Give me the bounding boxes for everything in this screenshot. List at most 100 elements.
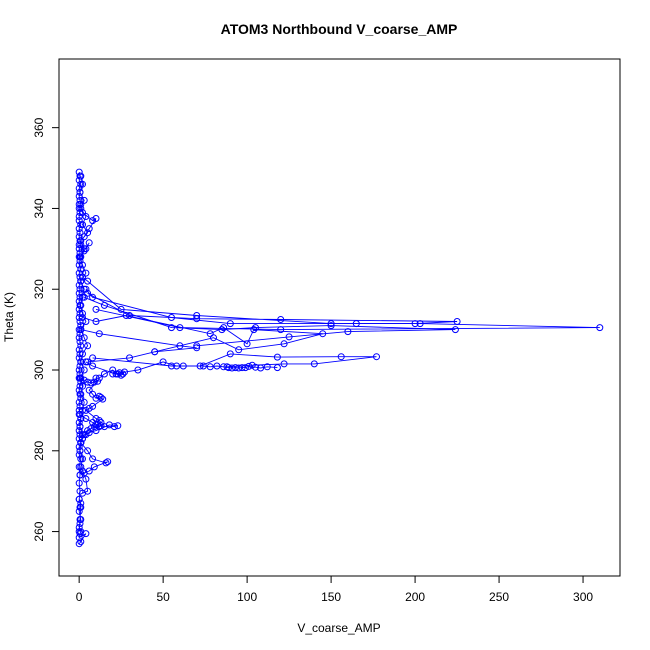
data-point — [159, 358, 167, 366]
data-point — [89, 217, 97, 225]
series-3 — [75, 239, 93, 261]
series-5 — [82, 285, 604, 334]
data-point — [79, 382, 86, 390]
data-point — [238, 364, 246, 372]
data-point — [193, 344, 201, 352]
data-point — [82, 269, 90, 277]
data-point — [100, 423, 108, 431]
x-tick-label: 0 — [76, 590, 83, 604]
x-tick-label: 200 — [405, 590, 425, 604]
data-point — [220, 363, 228, 371]
data-point — [89, 455, 97, 463]
y-tick-label: 280 — [32, 440, 46, 460]
data-point — [168, 314, 175, 321]
data-point — [89, 354, 97, 362]
data-point — [451, 326, 459, 334]
data-point — [235, 346, 243, 354]
data-point — [109, 366, 117, 374]
data-point — [176, 342, 184, 350]
series-line — [82, 315, 323, 353]
series-4 — [79, 273, 461, 328]
y-tick-label: 360 — [32, 117, 46, 137]
data-point — [80, 398, 88, 406]
series-10 — [109, 358, 281, 378]
data-point — [76, 423, 84, 431]
data-point — [87, 379, 95, 387]
data-point — [280, 340, 288, 348]
data-point — [228, 364, 236, 372]
data-point — [79, 350, 86, 358]
data-point — [75, 398, 83, 406]
data-point — [80, 196, 88, 204]
data-point — [84, 447, 92, 455]
y-tick-label: 320 — [32, 279, 46, 299]
series-layer — [75, 168, 604, 548]
data-point — [84, 378, 92, 386]
data-point — [75, 540, 83, 548]
data-point — [337, 353, 345, 361]
data-point — [82, 358, 90, 366]
data-point — [250, 326, 258, 334]
data-point — [89, 390, 97, 398]
data-point — [110, 423, 118, 431]
data-point — [273, 364, 281, 372]
data-point — [226, 350, 234, 358]
data-point — [94, 377, 102, 385]
data-point — [76, 338, 84, 346]
data-point — [199, 362, 207, 370]
data-point — [206, 363, 214, 371]
plot-frame — [58, 58, 621, 577]
data-point — [77, 358, 85, 366]
data-point — [92, 305, 100, 313]
data-point — [117, 371, 125, 379]
data-point — [75, 419, 83, 426]
data-point — [114, 422, 122, 430]
data-point — [151, 348, 159, 356]
series-11 — [82, 358, 128, 382]
y-axis: 260 280 300 320 340 360 — [32, 117, 60, 542]
data-point — [79, 261, 86, 269]
data-point — [114, 370, 122, 378]
y-tick-label: 300 — [32, 360, 46, 380]
data-point — [95, 330, 103, 338]
data-point — [263, 363, 271, 371]
data-point — [252, 363, 259, 371]
data-point — [75, 233, 83, 241]
data-point — [273, 353, 281, 361]
x-tick-label: 300 — [573, 590, 593, 604]
data-point — [76, 293, 84, 301]
data-point — [319, 330, 327, 338]
data-point — [100, 370, 108, 378]
data-point — [76, 196, 84, 204]
data-point — [79, 310, 86, 317]
series-line — [85, 288, 600, 331]
x-tick-label: 50 — [156, 590, 170, 604]
data-point — [77, 172, 85, 180]
data-point — [92, 318, 100, 325]
data-point — [134, 366, 142, 374]
data-point — [92, 427, 100, 435]
data-point — [220, 324, 228, 332]
x-tick-label: 150 — [321, 590, 341, 604]
x-tick-label: 250 — [489, 590, 509, 604]
data-point — [80, 376, 88, 384]
data-point — [77, 516, 85, 523]
data-point — [75, 241, 83, 249]
series-line — [78, 204, 97, 237]
series-line — [112, 361, 278, 375]
data-point — [225, 364, 233, 372]
series-line — [84, 296, 456, 347]
data-point — [75, 334, 83, 342]
x-axis-label: V_coarse_AMP — [297, 621, 380, 635]
data-point — [79, 221, 86, 229]
data-point — [168, 362, 175, 370]
data-point — [82, 213, 90, 220]
data-point — [82, 415, 90, 422]
data-point — [126, 354, 133, 362]
data-point — [77, 463, 85, 471]
chart-title: ATOM3 Northbound V_coarse_AMP — [221, 21, 458, 37]
series-8 — [77, 326, 201, 366]
data-point — [82, 285, 90, 293]
data-point — [89, 362, 97, 370]
data-point — [173, 362, 181, 370]
